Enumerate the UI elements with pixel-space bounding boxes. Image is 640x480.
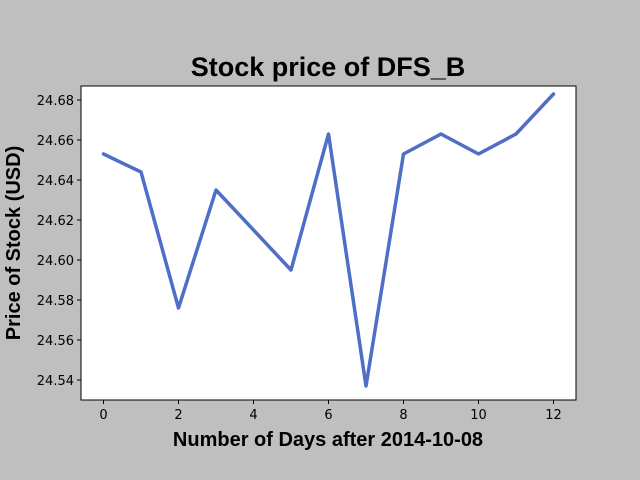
x-tick-label: 2 <box>174 408 182 423</box>
y-tick-label: 24.62 <box>37 214 74 229</box>
x-tick-label: 4 <box>249 408 257 423</box>
y-axis: 24.54 24.56 24.58 24.60 24.62 24.64 24.66 24.68 <box>37 94 81 389</box>
y-tick-label: 24.64 <box>37 174 74 189</box>
y-tick-label: 24.66 <box>37 134 74 149</box>
y-tick-label: 24.60 <box>37 254 74 269</box>
x-tick-label: 12 <box>545 408 562 423</box>
x-axis-label: Number of Days after 2014-10-08 <box>173 429 483 451</box>
y-tick-label: 24.58 <box>37 294 74 309</box>
series-layer <box>101 92 556 388</box>
chart-title: Stock price of DFS_B <box>191 52 466 82</box>
x-tick-label: 10 <box>470 408 487 423</box>
price-series-line <box>101 92 556 388</box>
y-tick-label: 24.68 <box>37 94 74 109</box>
x-tick-label: 6 <box>324 408 332 423</box>
x-tick-label: 8 <box>399 408 407 423</box>
y-axis-label: Price of Stock (USD) <box>3 146 25 340</box>
x-tick-label: 0 <box>99 408 107 423</box>
x-axis: 0 2 4 6 8 10 12 <box>99 400 562 423</box>
y-tick-label: 24.56 <box>37 334 74 349</box>
y-tick-label: 24.54 <box>37 374 74 389</box>
